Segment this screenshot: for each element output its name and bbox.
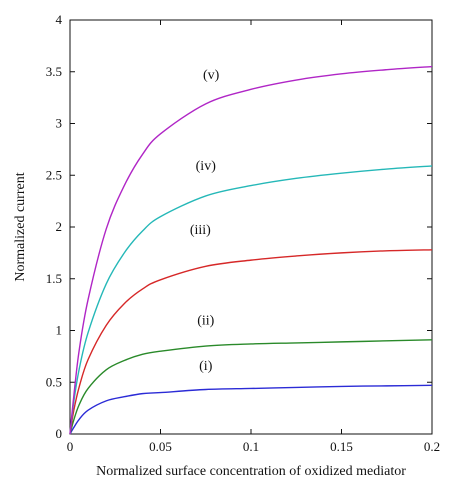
plot-frame (69, 19, 433, 435)
series-label-5: (v) (203, 68, 220, 83)
y-tick-label: 0 (56, 426, 63, 441)
y-axis-label: Normalized current (13, 172, 28, 281)
series-line-3 (69, 249, 433, 435)
x-tick-label: 0.15 (330, 439, 353, 454)
x-axis: 0 0.05 0.1 0.15 0.2 (67, 20, 440, 454)
x-tick-label: 0.1 (243, 439, 259, 454)
series-line-5 (69, 65, 433, 435)
x-tick-label: 0.2 (424, 439, 440, 454)
series-label-3: (iii) (190, 223, 211, 238)
x-tick-label: 0.05 (149, 439, 172, 454)
series-line-2 (69, 339, 433, 435)
y-tick-label: 4 (56, 12, 63, 27)
y-axis: 0 0.5 1 1.5 2 2.5 3 3.5 4 (46, 12, 432, 441)
y-tick-label: 1 (56, 323, 63, 338)
series-line-4 (69, 165, 433, 435)
series-label-1: (i) (199, 359, 213, 374)
series-labels: (i) (ii) (iii) (iv) (v) (190, 68, 220, 374)
y-tick-label: 0.5 (46, 374, 62, 389)
y-tick-label: 1.5 (46, 271, 62, 286)
series-group (69, 65, 433, 435)
y-tick-label: 2.5 (46, 167, 62, 182)
y-tick-label: 3 (56, 116, 63, 131)
series-label-4: (iv) (196, 159, 217, 174)
y-tick-label: 3.5 (46, 64, 62, 79)
x-tick-label: 0 (67, 439, 74, 454)
series-label-2: (ii) (197, 313, 214, 328)
y-tick-label: 2 (56, 219, 63, 234)
x-axis-label: Normalized surface concentration of oxid… (96, 464, 406, 479)
series-line-1 (69, 384, 433, 435)
